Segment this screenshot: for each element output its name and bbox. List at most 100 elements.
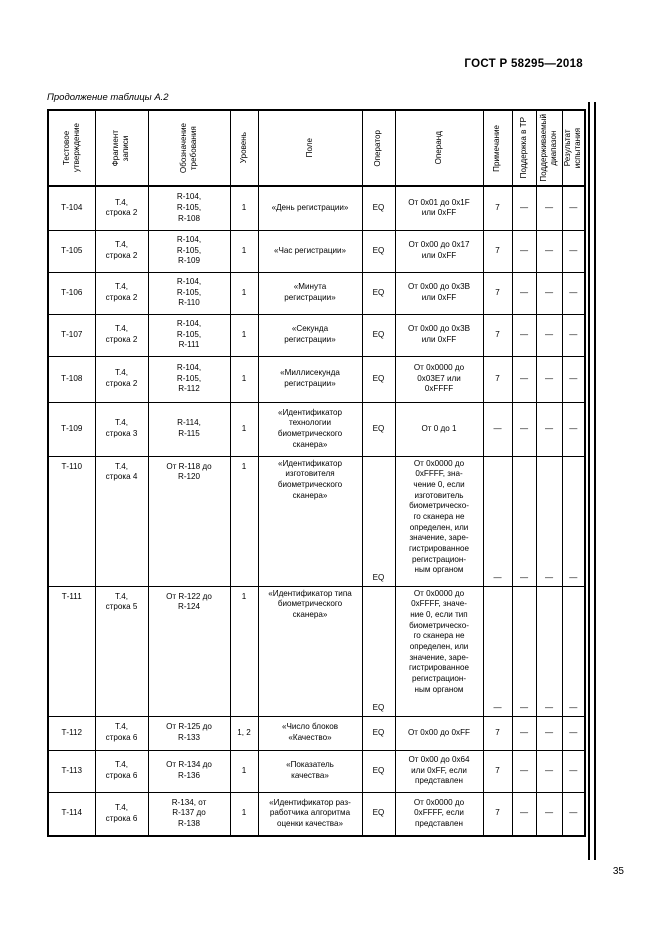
cell-operator: EQ — [361, 229, 396, 273]
col-header-requirement-label: Обозначение требования — [178, 122, 198, 174]
cell-field: «Идентификатор технологии биометрическог… — [257, 401, 363, 457]
col-header-tr-support-label: Поддержка в ТР — [518, 117, 528, 179]
cell-operator: EQ — [361, 185, 396, 231]
cell-field: «Миллисекунда регистрации» — [257, 355, 363, 403]
cell-supported-range: — — [535, 313, 563, 357]
table-row: Т-107 Т.4, строка 2 R-104, R-105, R-111 1 «С… — [47, 313, 586, 357]
cell-test-result: — — [561, 585, 586, 717]
header-row: Тестовое утверждение Фрагмент записи Обо… — [47, 109, 586, 187]
cell-operand: От 0x00 до 0x3B или 0xFF — [394, 313, 484, 357]
cell-requirement: R-104, R-105, R-109 — [147, 229, 231, 273]
cell-operator: EQ — [361, 401, 396, 457]
cell-supported-range: — — [535, 749, 563, 793]
cell-requirement: От R-122 до R-124 — [147, 585, 231, 717]
cell-tr-support: — — [511, 455, 537, 587]
col-header-level-label: Уровень — [238, 132, 248, 164]
cell-operator: EQ — [361, 271, 396, 315]
cell-test-result: — — [561, 271, 586, 315]
cell-tr-support: — — [511, 313, 537, 357]
cell-field: «Час регистрации» — [257, 229, 363, 273]
cell-assertion: Т-108 — [47, 355, 96, 403]
cell-level: 1 — [229, 185, 259, 231]
cell-requirement: R-104, R-105, R-112 — [147, 355, 231, 403]
cell-note: 7 — [482, 271, 513, 315]
cell-requirement: R-114, R-115 — [147, 401, 231, 457]
cell-operator: EQ — [361, 749, 396, 793]
cell-test-result: — — [561, 401, 586, 457]
cell-note: — — [482, 401, 513, 457]
col-header-tr-support: Поддержка в ТР — [511, 109, 537, 187]
cell-record-fragment: Т.4, строка 2 — [94, 229, 149, 273]
cell-note: — — [482, 585, 513, 717]
cell-test-result: — — [561, 455, 586, 587]
change-bar-outer — [588, 102, 590, 860]
cell-operator: EQ — [361, 455, 396, 587]
cell-record-fragment: Т.4, строка 2 — [94, 313, 149, 357]
col-header-record-fragment: Фрагмент записи — [94, 109, 149, 187]
cell-level: 1 — [229, 313, 259, 357]
cell-tr-support: — — [511, 355, 537, 403]
cell-supported-range: — — [535, 715, 563, 751]
cell-field: «День регистрации» — [257, 185, 363, 231]
cell-field: «Секунда регистрации» — [257, 313, 363, 357]
cell-level: 1 — [229, 791, 259, 837]
cell-operator: EQ — [361, 585, 396, 717]
col-header-supported-range-label: Поддерживаемый диапазон — [538, 114, 558, 182]
cell-level: 1 — [229, 455, 259, 587]
cell-assertion: Т-113 — [47, 749, 96, 793]
cell-supported-range: — — [535, 585, 563, 717]
cell-requirement: R-104, R-105, R-108 — [147, 185, 231, 231]
cell-requirement: R-104, R-105, R-111 — [147, 313, 231, 357]
col-header-level: Уровень — [229, 109, 259, 187]
table-row: Т-114 Т.4, строка 6 R-134, от R-137 до R-1… — [47, 791, 586, 837]
col-header-field: Поле — [257, 109, 363, 187]
cell-assertion: Т-111 — [47, 585, 96, 717]
cell-note: — — [482, 455, 513, 587]
cell-test-result: — — [561, 749, 586, 793]
change-bars — [588, 102, 600, 860]
cell-note: 7 — [482, 791, 513, 837]
table-row: Т-111 Т.4, строка 5 От R-122 до R-124 1 «Иде… — [47, 585, 586, 717]
col-header-operator-label: Оператор — [373, 129, 383, 167]
cell-operand: От 0 до 1 — [394, 401, 484, 457]
col-header-operator: Оператор — [361, 109, 396, 187]
cell-operator: EQ — [361, 715, 396, 751]
cell-assertion: Т-107 — [47, 313, 96, 357]
cell-tr-support: — — [511, 185, 537, 231]
cell-record-fragment: Т.4, строка 2 — [94, 185, 149, 231]
cell-operand: От 0x00 до 0xFF — [394, 715, 484, 751]
table-row: Т-110 Т.4, строка 4 От R-118 до R-120 1 «Иде… — [47, 455, 586, 587]
cell-operand: От 0x0000 до 0xFFFF, если представлен — [394, 791, 484, 837]
cell-note: 7 — [482, 313, 513, 357]
cell-requirement: От R-118 до R-120 — [147, 455, 231, 587]
col-header-test-result: Результат испытания — [561, 109, 586, 187]
table-row: Т-112 Т.4, строка 6 От R-125 до R-133 1, 2 «… — [47, 715, 586, 751]
cell-assertion: Т-106 — [47, 271, 96, 315]
col-header-record-fragment-label: Фрагмент записи — [111, 129, 131, 167]
table-row: Т-104 Т.4, строка 2 R-104, R-105, R-108 1 «Д… — [47, 185, 586, 231]
cell-level: 1, 2 — [229, 715, 259, 751]
cell-assertion: Т-110 — [47, 455, 96, 587]
col-header-field-label: Поле — [304, 138, 314, 158]
cell-supported-range: — — [535, 455, 563, 587]
cell-field: «Идентификатор изготовителя биометрическ… — [257, 455, 363, 587]
cell-field: «Показатель качества» — [257, 749, 363, 793]
requirements-table: Тестовое утверждение Фрагмент записи Обо… — [47, 109, 586, 837]
cell-test-result: — — [561, 791, 586, 837]
cell-record-fragment: Т.4, строка 2 — [94, 271, 149, 315]
cell-supported-range: — — [535, 185, 563, 231]
cell-assertion: Т-104 — [47, 185, 96, 231]
cell-supported-range: — — [535, 791, 563, 837]
cell-record-fragment: Т.4, строка 5 — [94, 585, 149, 717]
col-header-test-result-label: Результат испытания — [563, 127, 583, 169]
cell-operand: От 0x0000 до 0x03E7 или 0xFFFF — [394, 355, 484, 403]
cell-tr-support: — — [511, 791, 537, 837]
cell-note: 7 — [482, 229, 513, 273]
cell-operand: От 0x00 до 0x17 или 0xFF — [394, 229, 484, 273]
cell-requirement: От R-125 до R-133 — [147, 715, 231, 751]
cell-test-result: — — [561, 185, 586, 231]
cell-tr-support: — — [511, 229, 537, 273]
table-body: Т-104 Т.4, строка 2 R-104, R-105, R-108 1 «Д… — [47, 185, 586, 837]
cell-tr-support: — — [511, 401, 537, 457]
